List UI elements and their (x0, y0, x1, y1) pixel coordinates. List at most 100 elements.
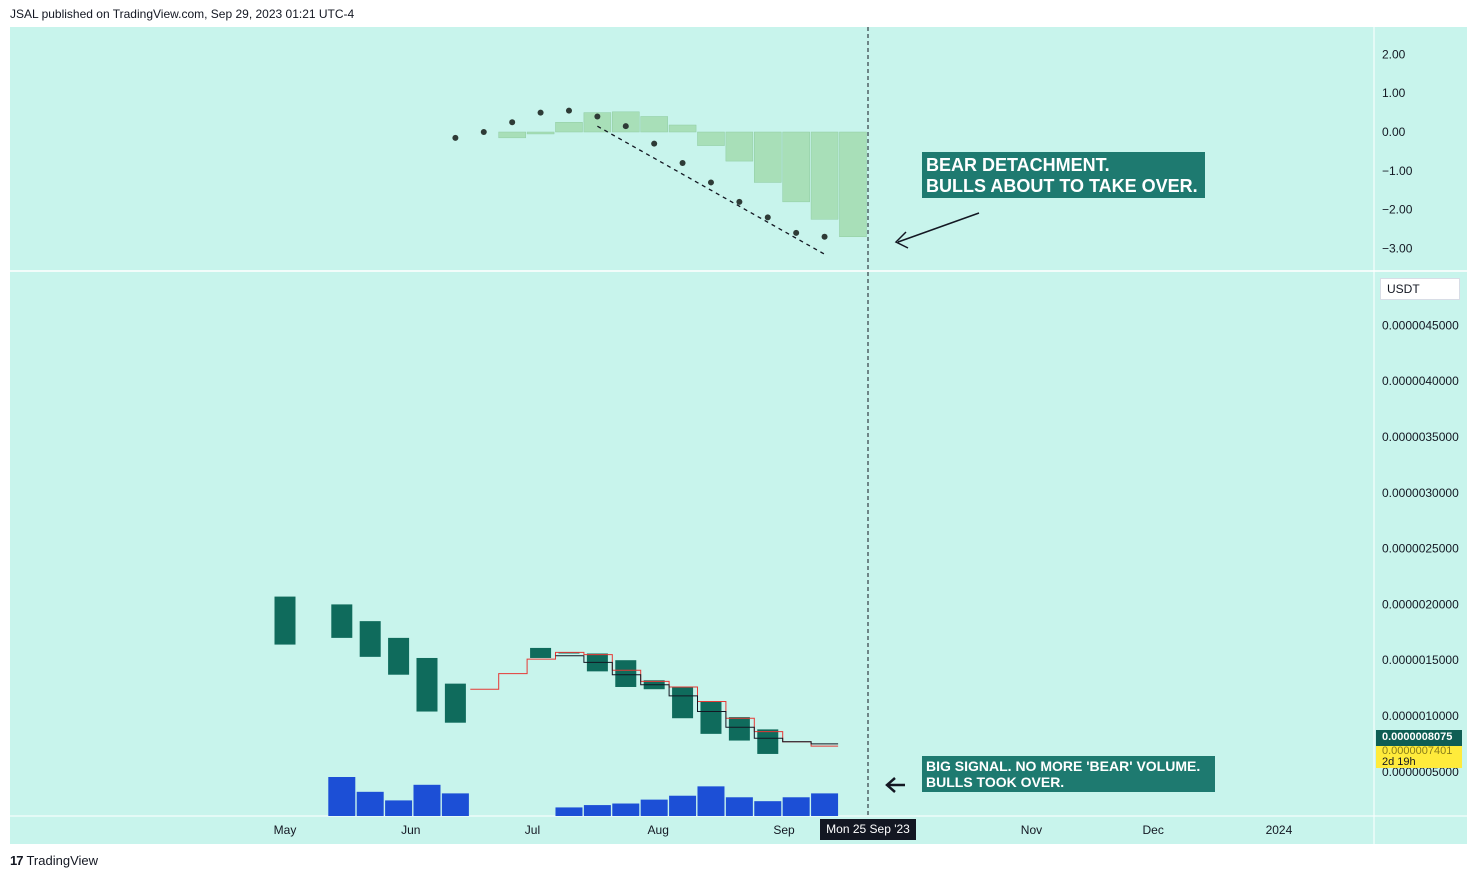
price-tick-label: 0.0000035000 (1382, 430, 1459, 444)
candle (615, 660, 637, 687)
candle (274, 596, 296, 645)
chart-background (10, 27, 1467, 844)
volume-bar (413, 784, 441, 816)
oscillator-trendline (597, 125, 825, 255)
volume-bar (754, 801, 782, 816)
oscillator-dot (764, 214, 771, 221)
tradingview-logo-icon: 17 (10, 853, 24, 868)
annotation-bear-detachment[interactable]: BEAR DETACHMENT. BULLS ABOUT TO TAKE OVE… (922, 152, 1205, 198)
red-step-line (470, 651, 839, 747)
price-tick-label: 0.0000015000 (1382, 653, 1459, 667)
oscillator-histogram (498, 111, 867, 238)
price-axis: 0.0000045000 0.0000040000 0.0000035000 0.00… (1382, 318, 1459, 778)
candle (757, 729, 779, 754)
volume-bar (356, 791, 384, 816)
arrow-head-1 (894, 231, 909, 249)
oscillator-dot (537, 109, 544, 116)
oscillator-dot (480, 129, 487, 135)
oscillator-dot (594, 113, 601, 120)
volume-bar (782, 797, 810, 816)
candle (388, 637, 410, 675)
time-tick-label: Sep (773, 823, 795, 837)
volume-bar (697, 786, 725, 816)
histogram-bar (498, 131, 526, 139)
volume-bar (640, 799, 668, 816)
price-tick-label: 0.0000040000 (1382, 374, 1459, 388)
histogram-bar (555, 122, 583, 133)
oscillator-dots (452, 107, 828, 240)
indicator-lines (470, 651, 839, 747)
currency-label[interactable]: USDT (1380, 278, 1460, 300)
candle (672, 686, 694, 719)
oscillator-dot (622, 123, 629, 130)
time-tick-label: 2024 (1266, 823, 1293, 837)
osc-tick-label: −3.00 (1382, 241, 1413, 255)
histogram-bar (697, 131, 725, 146)
bar-countdown-tag: 0.0000007401 2d 19h (1376, 746, 1462, 768)
candle (359, 621, 381, 657)
volume-bar (328, 777, 356, 816)
histogram-bar (640, 116, 668, 133)
arrow-line-1 (897, 212, 980, 243)
volume-bar (441, 793, 469, 816)
oscillator-dot (736, 198, 743, 205)
tradingview-brand: TradingView (26, 853, 99, 868)
time-tick-label: May (274, 823, 297, 837)
candle (700, 701, 722, 734)
volume-bar (811, 793, 839, 816)
time-tick-label: Jul (525, 823, 540, 837)
osc-tick-label: −1.00 (1382, 164, 1413, 178)
price-tick-label: 0.0000045000 (1382, 318, 1459, 332)
arrow-head-2 (885, 777, 896, 793)
volume-bar (612, 803, 640, 816)
histogram-bar (810, 131, 839, 220)
oscillator-dot (651, 140, 658, 147)
price-tick-label: 0.0000010000 (1382, 709, 1459, 723)
osc-tick-label: −2.00 (1382, 203, 1413, 217)
volume-bar (555, 807, 583, 816)
price-tick-label: 0.0000030000 (1382, 486, 1459, 500)
black-step-line (555, 655, 839, 745)
histogram-bar (754, 131, 782, 183)
price-tick-label: 0.0000005000 (1382, 765, 1459, 779)
volume-bar (583, 805, 611, 816)
oscillator-dot (509, 119, 516, 126)
osc-tick-label: 2.00 (1382, 47, 1406, 61)
volume-bar (385, 800, 413, 816)
time-tick-label: Dec (1143, 823, 1164, 837)
annotation-big-signal[interactable]: BIG SIGNAL. NO MORE 'BEAR' VOLUME. BULLS… (922, 756, 1215, 792)
time-tick-label: Jun (401, 823, 420, 837)
price-tick-label: 0.0000020000 (1382, 597, 1459, 611)
candle (444, 683, 466, 723)
crosshair-date-label: Mon 25 Sep '23 (820, 819, 916, 840)
histogram-bar (583, 112, 612, 133)
time-tick-label: Aug (648, 823, 669, 837)
price-tick-label: 0.0000025000 (1382, 542, 1459, 556)
histogram-bar (839, 131, 867, 238)
oscillator-dot (821, 233, 828, 240)
histogram-bar (725, 131, 754, 162)
volume-bar (725, 797, 753, 816)
publish-header: JSAL published on TradingView.com, Sep 2… (10, 7, 355, 21)
dashed-trendline (597, 125, 825, 255)
candle (728, 717, 750, 741)
oscillator-axis: 2.00 1.00 0.00 −1.00 −2.00 −3.00 (1382, 47, 1413, 255)
time-axis: May Jun Jul Aug Sep Nov Dec 2024 (274, 823, 1293, 837)
volume-series (328, 777, 839, 816)
current-price-tag: 0.0000008075 (1376, 730, 1462, 746)
candle (530, 647, 552, 658)
candle (558, 652, 580, 654)
oscillator-dot (565, 107, 572, 114)
histogram-bar (612, 111, 640, 133)
candle-series (274, 596, 779, 754)
histogram-bar (668, 124, 697, 133)
candle (331, 604, 353, 638)
oscillator-dot (793, 229, 800, 236)
candle (416, 657, 438, 712)
obscured-price: 0.0000007401 (1382, 745, 1453, 757)
oscillator-dot (452, 134, 459, 141)
osc-tick-label: 0.00 (1382, 125, 1406, 139)
oscillator-dot (707, 179, 714, 186)
countdown-text: 2d 19h (1382, 756, 1416, 768)
